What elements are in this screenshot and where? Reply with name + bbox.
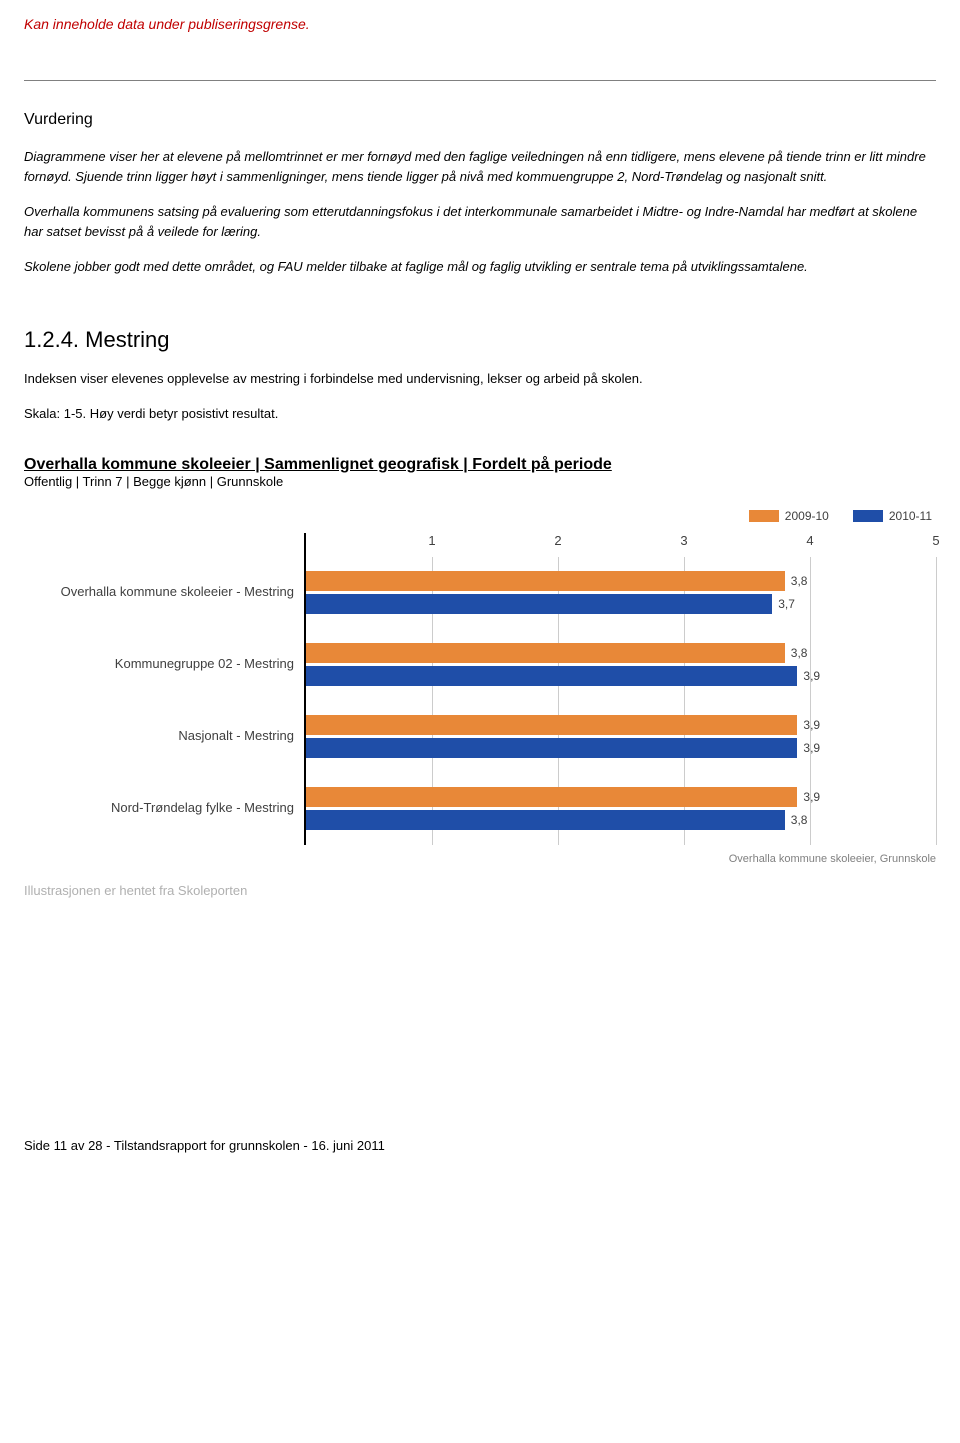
assessment-p3: Skolene jobber godt med dette området, o…	[24, 257, 936, 277]
bar-value: 3,8	[791, 574, 808, 588]
chart-area: Overhalla kommune skoleeier - MestringKo…	[24, 533, 936, 845]
bar	[306, 787, 797, 807]
assessment-title: Vurdering	[24, 111, 936, 129]
bar-value: 3,8	[791, 813, 808, 827]
bar	[306, 643, 785, 663]
chart-row-group: 3,8 3,9	[306, 629, 936, 701]
divider	[24, 80, 936, 81]
chart-legend: 2009-10 2010-11	[24, 509, 936, 523]
bar-value: 3,9	[803, 669, 820, 683]
bar	[306, 715, 797, 735]
legend-label: 2009-10	[785, 509, 829, 523]
legend-item: 2009-10	[749, 509, 829, 523]
gridline	[936, 557, 937, 845]
bar-row: 3,9	[306, 738, 936, 758]
bar-value: 3,9	[803, 741, 820, 755]
chart-credit: Overhalla kommune skoleeier, Grunnskole	[24, 853, 936, 865]
section-heading: 1.2.4. Mestring	[24, 327, 936, 353]
axis-tick: 1	[428, 533, 435, 548]
legend-swatch	[853, 510, 883, 522]
chart-bars-column: 1 2 3 4 5 3,8 3,7 3,8 3,9 3,9 3,9 3,9 3,8	[304, 533, 936, 845]
axis-spacer	[24, 533, 304, 557]
chart-row-group: 3,8 3,7	[306, 557, 936, 629]
bar-value: 3,9	[803, 718, 820, 732]
bar-value: 3,9	[803, 790, 820, 804]
chart-container: 2009-10 2010-11 Overhalla kommune skoleei…	[24, 509, 936, 865]
bar-row: 3,7	[306, 594, 936, 614]
bar-pair: 3,9 3,9	[306, 712, 936, 761]
bar-row: 3,8	[306, 643, 936, 663]
chart-title: Overhalla kommune skoleeier | Sammenlign…	[24, 456, 936, 474]
legend-swatch	[749, 510, 779, 522]
bar-pair: 3,8 3,9	[306, 640, 936, 689]
legend-item: 2010-11	[853, 509, 932, 523]
chart-row-group: 3,9 3,8	[306, 773, 936, 845]
assessment-p1: Diagrammene viser her at elevene på mell…	[24, 147, 936, 186]
bar	[306, 594, 772, 614]
bar	[306, 571, 785, 591]
illustration-note: Illustrasjonen er hentet fra Skoleporten	[24, 883, 936, 898]
bar	[306, 666, 797, 686]
chart-row-label: Overhalla kommune skoleeier - Mestring	[24, 557, 304, 629]
chart-labels-column: Overhalla kommune skoleeier - MestringKo…	[24, 533, 304, 845]
bar-row: 3,9	[306, 666, 936, 686]
bar-row: 3,9	[306, 787, 936, 807]
bar-row: 3,8	[306, 571, 936, 591]
header-notice: Kan inneholde data under publiseringsgre…	[0, 0, 960, 40]
assessment-p2: Overhalla kommunens satsing på evaluerin…	[24, 202, 936, 241]
main-content: Vurdering Diagrammene viser her at eleve…	[0, 40, 960, 918]
axis-tick: 2	[554, 533, 561, 548]
bar-row: 3,8	[306, 810, 936, 830]
chart-row-label: Nasjonalt - Mestring	[24, 701, 304, 773]
chart-row-label: Kommunegruppe 02 - Mestring	[24, 629, 304, 701]
bar-value: 3,7	[778, 597, 795, 611]
bar	[306, 810, 785, 830]
bar-pair: 3,9 3,8	[306, 784, 936, 833]
section-scale: Skala: 1-5. Høy verdi betyr posistivt re…	[24, 404, 936, 424]
bar	[306, 738, 797, 758]
chart-plot: 3,8 3,7 3,8 3,9 3,9 3,9 3,9 3,8	[306, 557, 936, 845]
chart-row-label: Nord-Trøndelag fylke - Mestring	[24, 773, 304, 845]
legend-label: 2010-11	[889, 509, 932, 523]
bar-row: 3,9	[306, 715, 936, 735]
chart-subtitle: Offentlig | Trinn 7 | Begge kjønn | Grun…	[24, 474, 936, 489]
section-intro: Indeksen viser elevenes opplevelse av me…	[24, 369, 936, 389]
page-footer: Side 11 av 28 - Tilstandsrapport for gru…	[0, 1118, 960, 1173]
axis-tick: 4	[806, 533, 813, 548]
axis-tick: 5	[932, 533, 939, 548]
x-axis: 1 2 3 4 5	[306, 533, 936, 557]
chart-row-group: 3,9 3,9	[306, 701, 936, 773]
bar-pair: 3,8 3,7	[306, 568, 936, 617]
axis-tick: 3	[680, 533, 687, 548]
bar-value: 3,8	[791, 646, 808, 660]
